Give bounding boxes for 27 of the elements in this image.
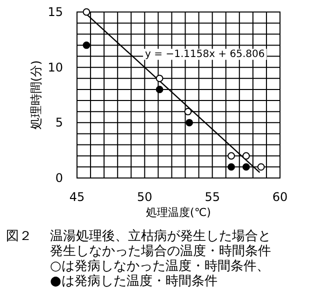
text: ○は発病しなかった温度・時間条件、 (50, 258, 270, 274)
point (156, 74, 164, 82)
y-tick-label: 0 (55, 171, 63, 185)
text: 発生しなかった場合の温度・時間条件 (50, 243, 271, 259)
point (186, 118, 194, 126)
x-tick-label: 50 (137, 190, 152, 204)
point (82, 42, 90, 49)
y-tick-label: 5 (55, 116, 63, 130)
y-tick-label: 15 (48, 5, 63, 19)
point (228, 163, 235, 171)
point (228, 152, 235, 160)
point (82, 8, 90, 16)
point (242, 152, 250, 160)
x-tick-label: 55 (204, 190, 220, 204)
text: 温湯処理後、立枯病が発生した場合と (50, 228, 271, 244)
point (184, 108, 192, 116)
caption: 図２ (6, 229, 32, 244)
point (242, 163, 250, 171)
x-tick-label: 60 (272, 190, 288, 204)
x-tick-label: 45 (69, 190, 85, 204)
annotation: y = −1.1158x + 65.806 (145, 48, 265, 60)
text: ●は発病した温度・時間条件 (50, 273, 218, 289)
point (156, 86, 164, 94)
y-tick-label: 10 (48, 60, 63, 74)
y-axis-title: 処理時間(分) (29, 60, 43, 130)
point (257, 163, 265, 171)
x-axis-title: 処理温度(℃) (146, 206, 211, 219)
